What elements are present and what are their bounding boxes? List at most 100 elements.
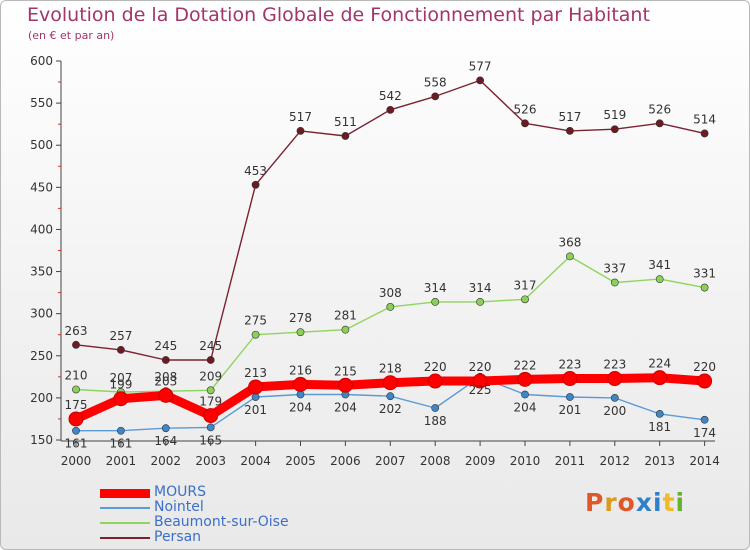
data-point-persan	[386, 105, 395, 114]
legend-label-persan: Persan	[154, 529, 202, 545]
x-tick-label: 2006	[330, 454, 361, 468]
data-point-nointel	[206, 423, 215, 432]
data-point-persan	[296, 127, 305, 135]
logo-letter: r	[604, 488, 618, 517]
data-point-nointel	[610, 393, 619, 402]
data-point-nointel	[431, 404, 440, 412]
data-point-beaumont-sur-oise	[521, 295, 529, 304]
data-point-nointel	[161, 424, 170, 433]
data-point-nointel	[655, 409, 664, 418]
data-point-mours	[427, 373, 443, 389]
data-label-beaumont-sur-oise: 210	[65, 368, 88, 382]
data-label-mours: 220	[693, 360, 716, 374]
data-label-nointel: 204	[289, 401, 312, 415]
data-point-mours	[337, 377, 353, 393]
data-label-persan: 453	[244, 164, 267, 178]
data-label-mours: 175	[65, 398, 88, 412]
data-point-persan	[610, 125, 619, 134]
y-tick-label: 200	[30, 391, 53, 405]
data-point-persan	[476, 76, 484, 85]
x-tick-label: 2005	[285, 454, 316, 468]
data-point-persan	[566, 127, 574, 135]
data-label-mours: 179	[199, 395, 222, 409]
x-tick-label: 2000	[61, 454, 92, 468]
data-point-persan	[431, 92, 440, 101]
data-label-persan: 526	[648, 102, 671, 116]
x-tick-label: 2011	[555, 454, 586, 468]
logo-letter: P	[585, 488, 605, 517]
data-label-nointel: 174	[693, 426, 716, 440]
x-tick-label: 2013	[644, 454, 675, 468]
data-point-mours	[113, 391, 129, 407]
data-point-beaumont-sur-oise	[386, 303, 395, 311]
data-point-persan	[251, 180, 260, 189]
data-label-persan: 263	[65, 324, 88, 338]
data-label-nointel: 161	[65, 437, 88, 451]
x-tick-label: 2009	[465, 454, 496, 468]
data-point-mours	[652, 370, 668, 386]
data-point-mours	[68, 411, 84, 427]
data-label-persan: 257	[109, 329, 132, 343]
logo-letter: o	[617, 488, 636, 517]
legend-swatch-beaumont-sur-oise	[100, 522, 150, 524]
legend-label-beaumont-sur-oise: Beaumont-sur-Oise	[154, 514, 289, 530]
data-point-beaumont-sur-oise	[566, 252, 574, 261]
data-point-nointel	[521, 390, 529, 399]
data-label-nointel: 201	[244, 403, 267, 417]
data-point-persan	[117, 345, 125, 354]
data-label-nointel: 164	[154, 434, 177, 448]
data-point-persan	[206, 356, 215, 364]
data-point-mours	[517, 371, 533, 387]
data-point-beaumont-sur-oise	[655, 275, 664, 284]
data-label-nointel: 202	[379, 402, 402, 416]
proxiti-logo: Proxiti	[585, 488, 685, 517]
data-point-mours	[382, 375, 398, 391]
data-label-beaumont-sur-oise: 308	[379, 286, 402, 300]
data-label-mours: 218	[379, 362, 402, 376]
x-tick-label: 2001	[106, 454, 137, 468]
data-point-beaumont-sur-oise	[476, 297, 484, 306]
data-label-persan: 577	[469, 59, 492, 73]
data-label-persan: 519	[603, 108, 626, 122]
data-label-mours: 216	[289, 363, 312, 377]
y-tick-label: 250	[30, 349, 53, 363]
data-point-nointel	[700, 415, 709, 424]
data-label-nointel: 200	[603, 404, 626, 418]
legend-swatch-nointel	[100, 507, 150, 509]
data-point-nointel	[72, 426, 80, 435]
data-label-nointel: 188	[424, 414, 447, 428]
y-tick-label: 300	[30, 307, 53, 321]
data-label-mours: 220	[469, 360, 492, 374]
data-point-persan	[655, 119, 664, 128]
logo-letter: i	[675, 488, 686, 517]
data-point-beaumont-sur-oise	[251, 330, 260, 339]
data-point-nointel	[251, 393, 260, 401]
data-point-mours	[293, 376, 308, 392]
data-point-mours	[203, 408, 219, 424]
data-label-beaumont-sur-oise: 337	[603, 262, 626, 276]
legend-label-nointel: Nointel	[154, 499, 204, 515]
data-point-beaumont-sur-oise	[206, 386, 215, 395]
data-label-nointel: 165	[199, 433, 222, 447]
data-point-beaumont-sur-oise	[431, 297, 440, 306]
data-label-beaumont-sur-oise: 331	[693, 267, 716, 281]
data-label-beaumont-sur-oise: 368	[558, 235, 581, 249]
data-label-nointel: 161	[109, 437, 132, 451]
data-label-beaumont-sur-oise: 314	[469, 281, 492, 295]
legend-swatch-mours	[100, 488, 150, 498]
data-label-beaumont-sur-oise: 207	[109, 371, 132, 385]
data-point-persan	[72, 340, 80, 349]
data-label-beaumont-sur-oise: 209	[199, 369, 222, 383]
data-label-mours: 224	[648, 357, 671, 371]
data-point-beaumont-sur-oise	[296, 328, 305, 337]
y-tick-label: 450	[30, 180, 53, 194]
data-point-beaumont-sur-oise	[72, 385, 80, 394]
data-point-persan	[700, 129, 709, 138]
data-point-nointel	[566, 393, 574, 401]
data-label-persan: 245	[154, 339, 177, 353]
data-label-beaumont-sur-oise: 314	[424, 281, 447, 295]
data-label-persan: 517	[558, 110, 581, 124]
x-tick-label: 2004	[240, 454, 271, 468]
y-tick-label: 150	[30, 433, 53, 447]
data-point-beaumont-sur-oise	[700, 283, 709, 292]
